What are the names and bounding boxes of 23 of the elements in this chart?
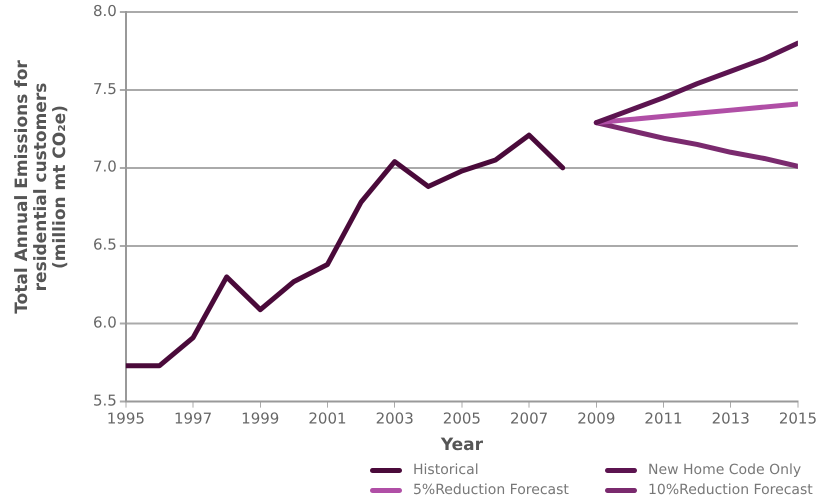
x-tick-label: 1999	[241, 409, 280, 428]
x-axis-title: Year	[440, 435, 484, 456]
y-tick-label: 5.5	[92, 391, 117, 410]
y-tick-label: 7.5	[92, 80, 117, 98]
y-tick-label: 6.5	[92, 236, 117, 254]
y-axis-title: Total Annual Emissions for residential customers (million mt CO₂e)	[12, 59, 71, 316]
x-tick-label: 2013	[712, 409, 750, 428]
x-tick-label: 2007	[510, 409, 548, 428]
y-tick-label: 6.0	[92, 314, 117, 332]
x-tick-label: 2005	[442, 409, 481, 428]
legend-label: New Home Code Only	[648, 462, 802, 478]
x-tick-label: 2011	[644, 409, 683, 428]
legend-label: 10%Reduction Forecast	[648, 482, 813, 498]
x-tick-label: 2009	[577, 409, 616, 428]
legend-label: 5%Reduction Forecast	[413, 482, 569, 498]
x-tick-label: 2003	[376, 409, 414, 428]
legend-label: Historical	[413, 462, 479, 478]
x-tick-label: 2015	[778, 409, 818, 428]
x-tick-label: 1997	[174, 409, 212, 428]
x-tick-label: 2001	[308, 409, 347, 428]
y-tick-label: 8.0	[92, 2, 117, 20]
y-tick-label: 7.0	[92, 158, 117, 176]
x-tick-label: 1995	[106, 409, 145, 428]
